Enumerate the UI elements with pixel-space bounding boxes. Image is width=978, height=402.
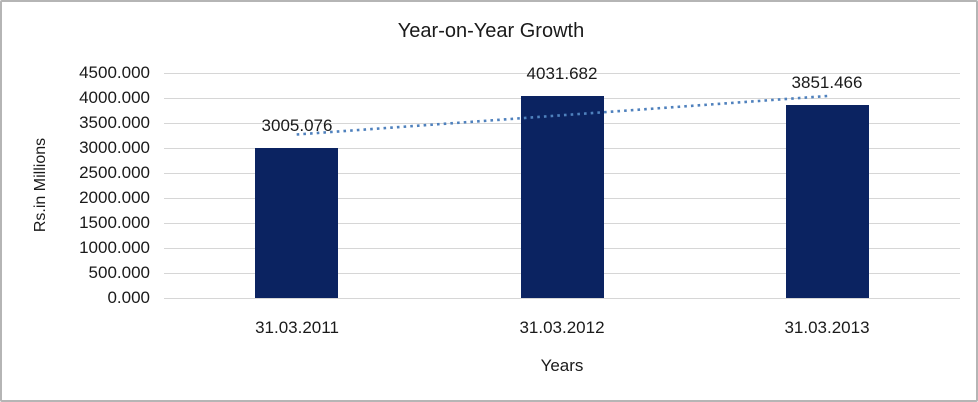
bar-value-label: 3005.076 [261, 116, 333, 135]
bar [786, 105, 869, 298]
y-tick-label: 4500.000 [79, 63, 150, 82]
bar-value-label: 3851.466 [791, 73, 863, 92]
x-axis-title: Years [540, 356, 584, 375]
y-tick-label: 2000.000 [79, 188, 150, 207]
y-tick-label: 500.000 [88, 263, 150, 282]
y-tick-label: 3000.000 [79, 138, 150, 157]
y-tick-label: 1500.000 [79, 213, 150, 232]
y-tick-label: 0.000 [107, 288, 150, 307]
x-tick-label: 31.03.2012 [519, 318, 605, 337]
chart-title: Year-on-Year Growth [397, 20, 585, 42]
gridline [164, 73, 960, 74]
gridline [164, 298, 960, 299]
y-tick-label: 3500.000 [79, 113, 150, 132]
bar [255, 148, 338, 298]
y-tick-label: 4000.000 [79, 88, 150, 107]
bar-value-label: 4031.682 [526, 64, 598, 83]
y-tick-label: 1000.000 [79, 238, 150, 257]
y-tick-label: 2500.000 [79, 163, 150, 182]
x-tick-label: 31.03.2013 [784, 318, 870, 337]
bar [521, 96, 604, 298]
x-tick-label: 31.03.2011 [255, 318, 339, 337]
